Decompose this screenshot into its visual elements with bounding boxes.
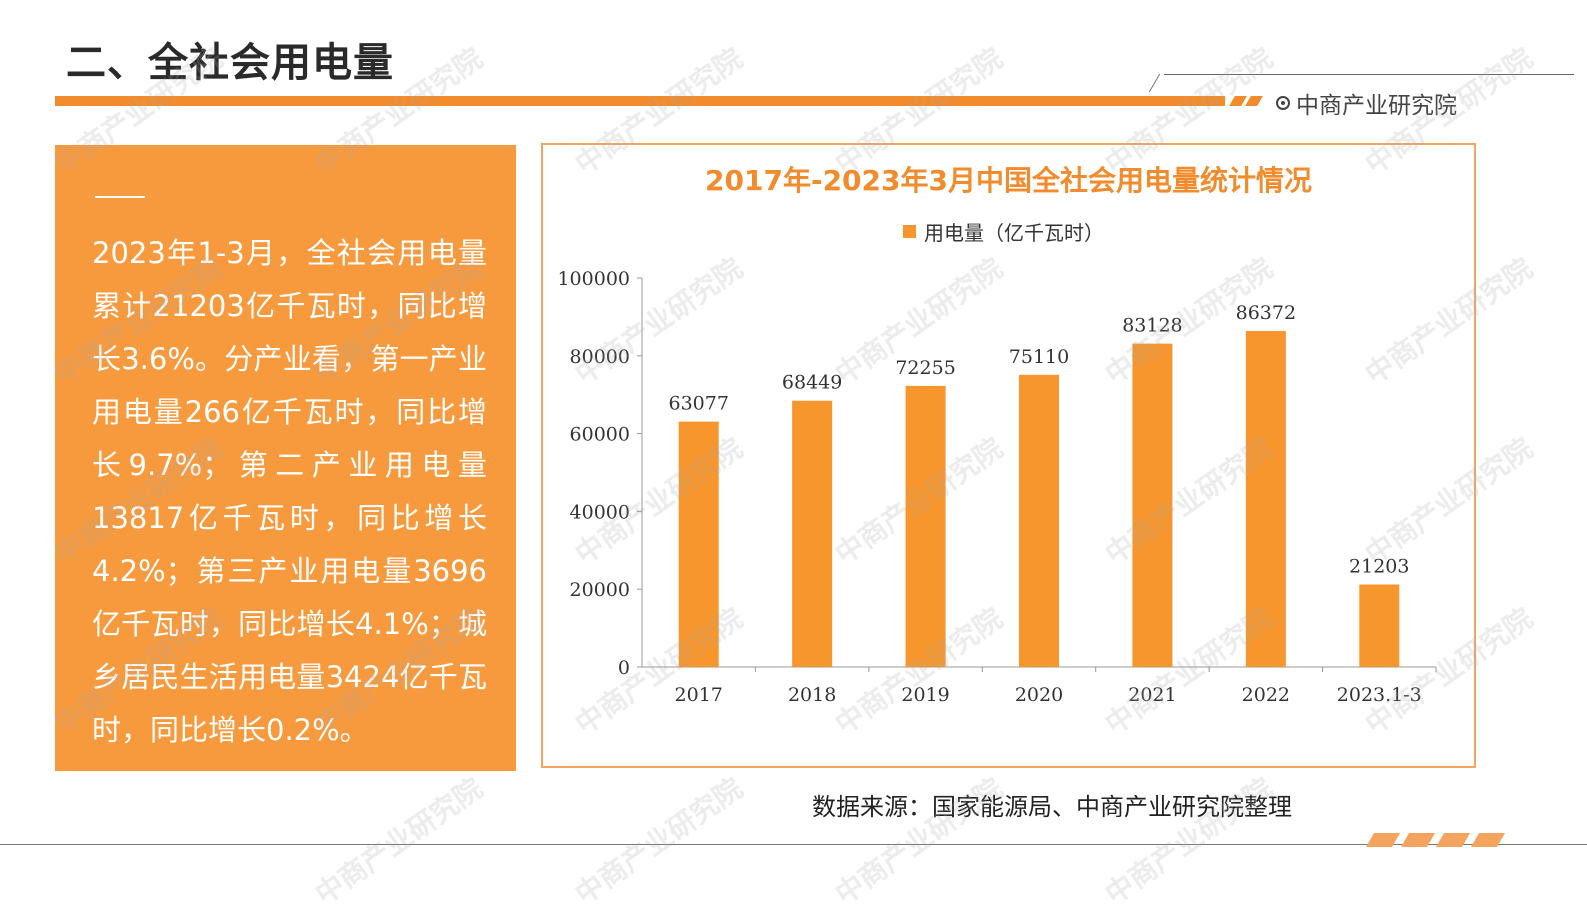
bar-value-label: 63077 xyxy=(668,393,728,415)
y-tick-label: 40000 xyxy=(570,501,630,523)
bar-value-label: 21203 xyxy=(1349,556,1409,578)
x-tick-label: 2022 xyxy=(1242,684,1290,706)
y-tick-label: 80000 xyxy=(570,346,630,368)
page-title: 二、全社会用电量 xyxy=(66,40,394,86)
bar xyxy=(792,400,833,667)
brand: 中商产业研究院 xyxy=(1276,86,1457,120)
brand-name: 中商产业研究院 xyxy=(1296,93,1457,119)
bar xyxy=(1132,343,1173,667)
bar-value-label: 86372 xyxy=(1236,302,1296,324)
x-tick-label: 2023.1-3 xyxy=(1337,684,1422,706)
chart-legend: 用电量（亿千瓦时） xyxy=(903,217,1104,246)
watermark: 中商产业研究院 xyxy=(569,771,749,911)
y-tick-label: 60000 xyxy=(570,424,630,446)
bar xyxy=(1359,584,1400,667)
legend-swatch xyxy=(903,225,916,238)
bar-value-label: 75110 xyxy=(1009,346,1069,368)
y-tick-label: 0 xyxy=(618,657,630,679)
title-bar-stripe xyxy=(1229,96,1247,106)
bar-value-label: 72255 xyxy=(895,357,955,379)
bar xyxy=(1245,331,1286,667)
footer-line xyxy=(0,844,1587,845)
brand-logo-icon xyxy=(1276,96,1290,110)
bar xyxy=(905,385,946,667)
bar xyxy=(1019,374,1059,667)
header-divider-line xyxy=(1164,74,1574,75)
watermark: 中商产业研究院 xyxy=(309,771,489,911)
chart-frame: 2017年-2023年3月中国全社会用电量统计情况 用电量（亿千瓦时） 0 200… xyxy=(541,143,1476,768)
header-divider-tick xyxy=(1148,74,1161,92)
bar-value-label: 83128 xyxy=(1122,315,1182,337)
summary-text: 2023年1-3月，全社会用电量累计21203亿千瓦时，同比增长3.6%。分产业… xyxy=(92,236,487,747)
x-tick-label: 2017 xyxy=(675,684,723,706)
title-underline-bar xyxy=(55,96,1225,106)
bar-chart: 0 20000 40000 60000 80000 100000 63077 2017 6844… xyxy=(557,268,1437,706)
x-tick-label: 2021 xyxy=(1128,684,1176,706)
legend-label: 用电量（亿千瓦时） xyxy=(924,221,1104,245)
x-tick-label: 2018 xyxy=(788,684,836,706)
summary-panel: 2023年1-3月，全社会用电量累计21203亿千瓦时，同比增长3.6%。分产业… xyxy=(55,145,516,771)
bar-value-label: 68449 xyxy=(782,372,842,394)
x-tick-label: 2019 xyxy=(901,684,949,706)
bar xyxy=(678,421,719,667)
x-tick-label: 2020 xyxy=(1015,684,1063,706)
chart-title: 2017年-2023年3月中国全社会用电量统计情况 xyxy=(705,164,1312,197)
panel-dash-divider xyxy=(95,196,145,198)
data-source: 数据来源：国家能源局、中商产业研究院整理 xyxy=(812,793,1292,821)
y-tick-label: 20000 xyxy=(570,579,630,601)
y-tick-label: 100000 xyxy=(557,268,630,290)
title-bar-stripe xyxy=(1245,96,1263,106)
